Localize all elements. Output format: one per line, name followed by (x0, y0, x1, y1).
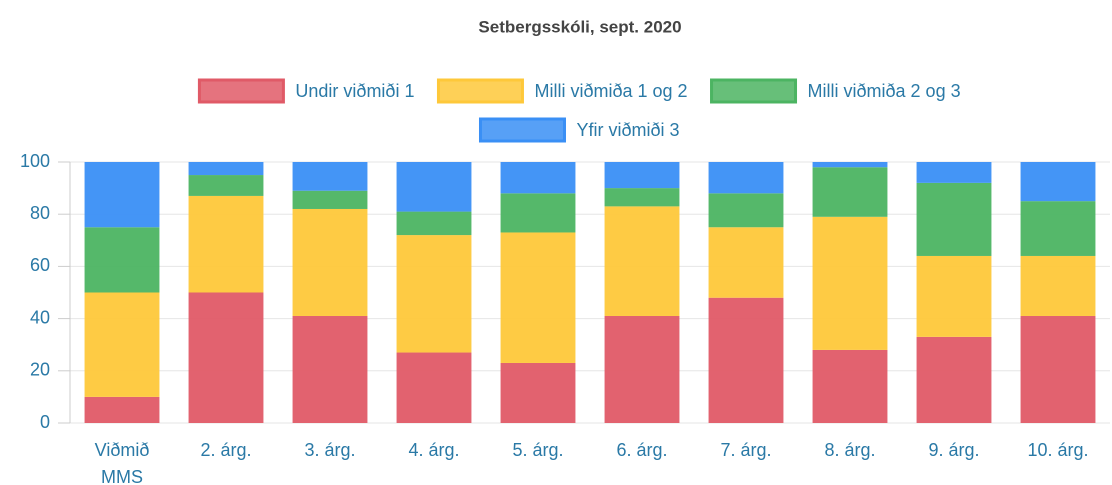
bar-segment (812, 216, 888, 350)
x-tick-label: MMS (101, 467, 143, 485)
bar-segment (292, 162, 368, 191)
bar-segment (188, 195, 264, 293)
x-tick-label: 10. árg. (1027, 440, 1088, 460)
legend-label: Yfir viðmiði 3 (576, 120, 679, 140)
x-tick-label: 5. árg. (512, 440, 563, 460)
legend-label: Milli viðmiða 2 og 3 (808, 81, 961, 101)
bar-segment (188, 292, 264, 423)
bar-segment (1020, 255, 1096, 316)
bar-segment (188, 162, 264, 176)
bar-segment (708, 162, 784, 194)
bar-segment (396, 211, 472, 236)
bar-segment (708, 297, 784, 423)
bar-segment (916, 255, 992, 337)
bar-segment (916, 182, 992, 256)
bar-segment (292, 208, 368, 316)
x-tick-label: 9. árg. (928, 440, 979, 460)
bar-segment (188, 175, 264, 196)
x-tick-label: Viðmið (95, 440, 150, 460)
bar-segment (500, 162, 576, 194)
x-tick-label: 8. árg. (824, 440, 875, 460)
y-tick-label: 60 (30, 255, 50, 275)
legend-swatch (710, 78, 798, 104)
bar-segment (396, 235, 472, 353)
bar-segment (812, 167, 888, 217)
y-tick-label: 80 (30, 203, 50, 223)
x-tick-label: 2. árg. (200, 440, 251, 460)
y-tick-label: 20 (30, 360, 50, 380)
bar-segment (84, 227, 160, 293)
legend-swatch (197, 78, 285, 104)
legend-swatch (478, 117, 566, 143)
bar-segment (1020, 162, 1096, 202)
bar-segment (396, 162, 472, 212)
bar-segment (916, 162, 992, 183)
legend-item: Milli viðmiða 1 og 2 (436, 78, 688, 104)
bar-segment (84, 292, 160, 397)
bar-segment (812, 162, 888, 168)
chart-title: Setbergsskóli, sept. 2020 (478, 17, 681, 36)
legend-item: Undir viðmiði 1 (197, 78, 414, 104)
bar-segment (500, 232, 576, 363)
legend-item: Milli viðmiða 2 og 3 (710, 78, 961, 104)
legend-label: Milli viðmiða 1 og 2 (534, 81, 687, 101)
y-tick-label: 0 (40, 412, 50, 432)
legend-label: Undir viðmiði 1 (295, 81, 414, 101)
bar-segment (500, 193, 576, 233)
bar-segment (1020, 201, 1096, 256)
bar-segment (604, 206, 680, 316)
bar-segment (292, 190, 368, 209)
bar-segment (604, 162, 680, 189)
bar-segment (812, 349, 888, 423)
bar-segment (84, 396, 160, 423)
bar-segment (604, 188, 680, 207)
bar-segment (604, 315, 680, 423)
bar-segment (500, 362, 576, 423)
y-tick-label: 40 (30, 307, 50, 327)
bar-segment (916, 336, 992, 423)
x-tick-label: 6. árg. (616, 440, 667, 460)
bar-segment (708, 227, 784, 298)
bar-segment (292, 315, 368, 423)
legend-item: Yfir viðmiði 3 (478, 117, 680, 143)
bar-segment (396, 352, 472, 423)
x-tick-label: 4. árg. (408, 440, 459, 460)
bar-segment (84, 162, 160, 228)
bar-segment (1020, 315, 1096, 423)
x-tick-label: 7. árg. (720, 440, 771, 460)
legend-swatch (436, 78, 524, 104)
bar-segment (708, 193, 784, 228)
x-tick-label: 3. árg. (304, 440, 355, 460)
y-tick-label: 100 (20, 151, 50, 171)
